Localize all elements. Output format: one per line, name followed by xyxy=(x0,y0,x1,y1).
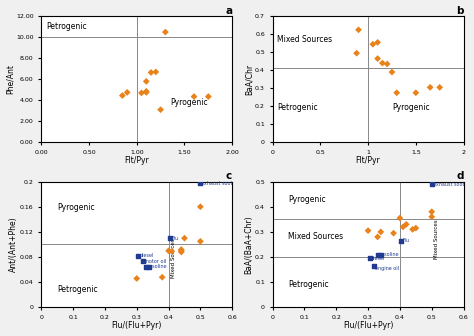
Point xyxy=(371,263,378,268)
Point xyxy=(383,61,391,67)
Text: Pyrogenic: Pyrogenic xyxy=(170,98,208,108)
Text: c: c xyxy=(226,171,232,181)
Point xyxy=(428,214,436,219)
Point xyxy=(162,29,169,35)
Point xyxy=(366,256,374,261)
Point xyxy=(353,50,360,56)
Text: Mixed Sources: Mixed Sources xyxy=(171,239,176,278)
Text: Mixed Sources: Mixed Sources xyxy=(277,35,332,43)
Point xyxy=(409,227,417,232)
Text: Pyrogenic: Pyrogenic xyxy=(392,103,429,112)
Y-axis label: Phe/Ant: Phe/Ant xyxy=(6,64,15,94)
Text: Petrogenic: Petrogenic xyxy=(57,285,98,294)
X-axis label: Flu/(Flu+Pyr): Flu/(Flu+Pyr) xyxy=(343,322,393,330)
Point xyxy=(135,253,142,258)
Text: exhaust soot: exhaust soot xyxy=(201,181,233,186)
Point xyxy=(143,264,150,269)
Point xyxy=(166,236,174,241)
Point xyxy=(399,224,407,229)
Point xyxy=(355,27,362,33)
Point xyxy=(365,228,372,233)
Point xyxy=(412,90,419,95)
Point xyxy=(369,42,377,47)
Text: Mixed Sources: Mixed Sources xyxy=(289,233,344,242)
Point xyxy=(402,222,410,227)
Point xyxy=(123,90,131,95)
Text: gasoline: gasoline xyxy=(379,252,399,257)
Point xyxy=(139,259,147,264)
Point xyxy=(374,234,382,240)
Point xyxy=(133,276,140,281)
Point xyxy=(197,204,204,209)
Point xyxy=(426,85,434,90)
Point xyxy=(152,69,160,75)
Point xyxy=(177,248,185,253)
Point xyxy=(138,90,146,95)
Text: exhaust soot: exhaust soot xyxy=(433,181,464,186)
Point xyxy=(197,239,204,244)
Point xyxy=(205,94,212,99)
Point xyxy=(181,236,188,241)
Text: Flu: Flu xyxy=(171,236,178,241)
Text: Pyrogenic: Pyrogenic xyxy=(289,195,326,204)
Point xyxy=(393,90,401,95)
Point xyxy=(177,247,185,252)
Point xyxy=(379,60,386,66)
X-axis label: Flt/Pyr: Flt/Pyr xyxy=(356,156,381,165)
Text: Petrogenic: Petrogenic xyxy=(277,103,318,112)
Point xyxy=(147,70,155,75)
Point xyxy=(177,249,185,255)
Point xyxy=(190,94,198,99)
Point xyxy=(143,79,150,84)
Text: engine oil: engine oil xyxy=(375,266,400,271)
Point xyxy=(146,264,153,269)
Point xyxy=(197,181,204,186)
Text: motor oil: motor oil xyxy=(144,259,166,264)
Point xyxy=(158,275,166,280)
X-axis label: Flu/(Flu+Pyr): Flu/(Flu+Pyr) xyxy=(111,322,162,330)
Point xyxy=(143,89,150,94)
Point xyxy=(165,248,173,253)
Text: a: a xyxy=(225,6,232,15)
Point xyxy=(143,90,150,95)
Point xyxy=(428,209,436,214)
Point xyxy=(374,252,382,257)
Y-axis label: Ant/(Ant+Phe): Ant/(Ant+Phe) xyxy=(9,217,18,272)
Point xyxy=(436,85,444,90)
Y-axis label: BaA/(BaA+Chr): BaA/(BaA+Chr) xyxy=(245,215,254,274)
Y-axis label: BaA/Chr: BaA/Chr xyxy=(245,64,254,95)
Point xyxy=(377,229,384,235)
Text: Petrogenic: Petrogenic xyxy=(289,280,329,289)
X-axis label: Flt/Pyr: Flt/Pyr xyxy=(124,156,149,165)
Text: Mixed Sources: Mixed Sources xyxy=(434,220,439,259)
Text: gasoline: gasoline xyxy=(147,264,168,269)
Point xyxy=(396,215,404,221)
Point xyxy=(412,225,419,231)
Point xyxy=(118,93,126,98)
Point xyxy=(157,107,164,112)
Text: diesel: diesel xyxy=(371,256,385,261)
Point xyxy=(398,238,405,243)
Point xyxy=(390,230,397,236)
Text: b: b xyxy=(456,6,464,15)
Point xyxy=(428,181,436,187)
Point xyxy=(374,40,382,45)
Point xyxy=(168,249,175,254)
Text: Pyrogenic: Pyrogenic xyxy=(57,203,95,212)
Point xyxy=(377,252,384,257)
Text: Petrogenic: Petrogenic xyxy=(46,22,87,31)
Text: diesel: diesel xyxy=(139,253,154,258)
Text: Flu: Flu xyxy=(402,238,410,243)
Point xyxy=(388,69,396,75)
Point xyxy=(374,56,382,61)
Text: d: d xyxy=(456,171,464,181)
